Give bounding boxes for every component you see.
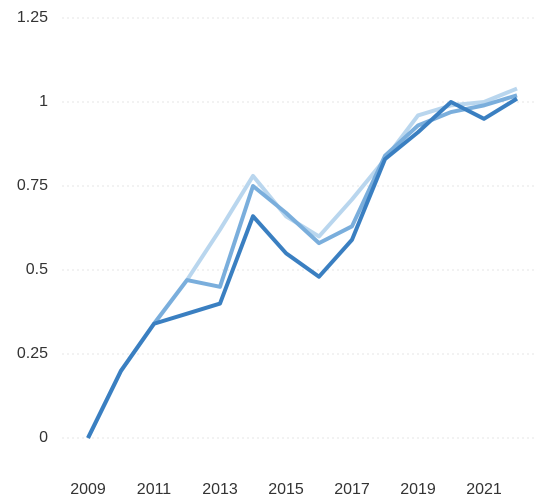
- x-tick-label: 2011: [137, 481, 172, 498]
- x-tick-label: 2019: [400, 481, 436, 498]
- x-tick-label: 2015: [268, 481, 304, 498]
- x-tick-label: 2021: [466, 481, 502, 498]
- series-line: [86, 96, 519, 439]
- x-tick-label: 2009: [70, 481, 106, 498]
- y-tick-label: 0: [39, 429, 48, 446]
- series-line: [86, 93, 518, 439]
- x-tick-label: 2013: [202, 481, 238, 498]
- y-tick-label: 0.75: [17, 177, 48, 194]
- y-tick-label: 1: [39, 93, 48, 110]
- y-tick-label: 1.25: [17, 9, 48, 26]
- x-tick-label: 2017: [334, 481, 370, 498]
- y-tick-label: 0.25: [17, 345, 48, 362]
- y-tick-label: 0.5: [26, 261, 48, 278]
